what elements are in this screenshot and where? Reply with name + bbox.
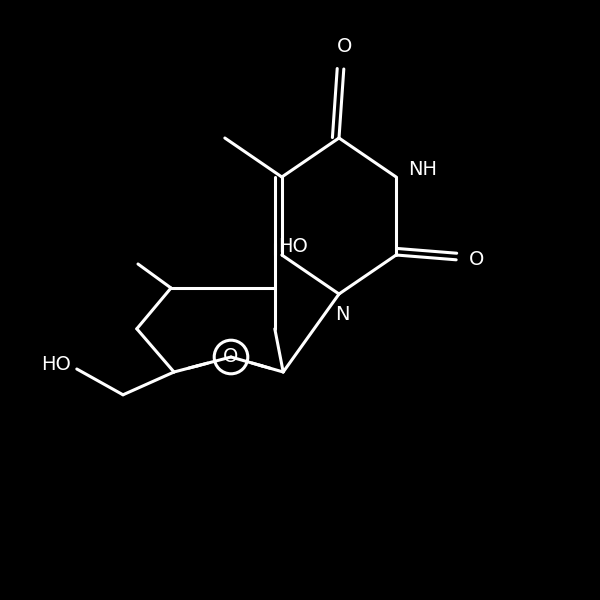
Text: N: N — [335, 305, 349, 324]
Text: NH: NH — [408, 160, 437, 179]
Text: HO: HO — [278, 237, 308, 256]
Text: O: O — [469, 250, 485, 269]
Text: O: O — [337, 37, 353, 56]
Text: HO: HO — [41, 355, 71, 374]
Text: O: O — [223, 347, 239, 367]
